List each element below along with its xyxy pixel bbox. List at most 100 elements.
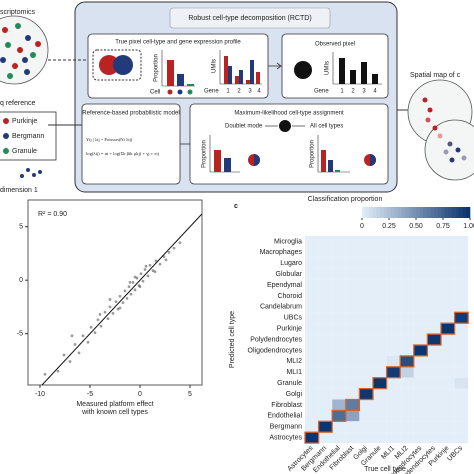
heat-cell bbox=[373, 377, 387, 389]
heat-cell bbox=[441, 301, 455, 313]
heat-cell bbox=[345, 421, 360, 433]
heat-cell bbox=[305, 301, 319, 313]
heat-cell bbox=[386, 257, 401, 269]
point bbox=[111, 311, 115, 315]
heat-cell bbox=[345, 432, 360, 444]
heat-cell bbox=[345, 377, 360, 389]
heat-cell bbox=[305, 388, 319, 400]
heat-cell bbox=[454, 290, 469, 302]
heat-cell bbox=[318, 334, 333, 345]
heat-cell bbox=[332, 246, 346, 258]
heat-cell bbox=[427, 355, 441, 367]
row-label: Oligodendrocytes bbox=[248, 347, 303, 354]
heat-cell bbox=[373, 257, 387, 269]
axis-label: Proportion bbox=[310, 140, 316, 168]
heat-cell bbox=[345, 279, 360, 291]
colorbar-slice bbox=[387, 207, 392, 218]
heat-cell bbox=[359, 399, 373, 411]
box-title: Reference-based probabilistic model bbox=[82, 111, 179, 117]
heat-cell bbox=[305, 334, 319, 345]
heat-cell bbox=[318, 312, 333, 324]
heat-cell bbox=[454, 268, 469, 280]
heat-cell bbox=[332, 366, 346, 378]
box-title: True pixel cell-type and gene expression… bbox=[115, 40, 241, 46]
spatial-panel: Spatial map of c bbox=[407, 72, 474, 181]
heat-cell bbox=[332, 399, 346, 411]
point bbox=[56, 369, 60, 373]
heat-cell bbox=[441, 432, 455, 444]
point bbox=[148, 263, 152, 267]
point bbox=[137, 284, 141, 287]
heat-cell bbox=[386, 366, 401, 378]
heat-cell bbox=[400, 236, 414, 247]
row-label: Choroid bbox=[277, 293, 302, 300]
colorbar-slice bbox=[434, 207, 438, 218]
row-label: Globular bbox=[276, 271, 303, 278]
heat-cell bbox=[332, 421, 346, 433]
axis-label: Gene bbox=[204, 89, 219, 95]
heat-cell bbox=[413, 268, 428, 280]
heat-cell bbox=[454, 334, 469, 345]
heat-cell bbox=[345, 257, 360, 269]
legend-label: Granule bbox=[12, 148, 37, 155]
heat-cell bbox=[386, 432, 401, 444]
heat-cell bbox=[373, 279, 387, 291]
heat-cell bbox=[441, 334, 455, 345]
row-label: Bergmann bbox=[270, 424, 302, 431]
heat-cell bbox=[318, 421, 333, 433]
heat-cell bbox=[305, 236, 319, 247]
heat-cell bbox=[400, 388, 414, 400]
heat-cell bbox=[386, 301, 401, 313]
row-label: Golgi bbox=[286, 391, 303, 398]
point bbox=[108, 305, 112, 309]
heat-cell bbox=[413, 399, 428, 411]
heat-cell bbox=[441, 366, 455, 378]
diagonal-outline bbox=[413, 344, 429, 357]
point bbox=[146, 274, 150, 278]
plot-frame bbox=[27, 199, 203, 386]
heat-cell bbox=[332, 301, 346, 313]
heat-cell bbox=[441, 290, 455, 302]
diagonal-outline bbox=[453, 311, 469, 324]
point bbox=[96, 318, 100, 322]
gene-label: 4 bbox=[257, 89, 261, 95]
gene-label: 2 bbox=[237, 89, 241, 95]
point bbox=[131, 280, 135, 284]
heat-cell bbox=[427, 323, 441, 335]
diagonal-outline bbox=[317, 420, 333, 433]
point bbox=[81, 334, 85, 338]
heat-cell bbox=[373, 290, 387, 302]
point bbox=[77, 351, 81, 355]
row-label: Macrophages bbox=[260, 249, 303, 256]
heat-cell bbox=[318, 345, 333, 356]
point bbox=[164, 258, 168, 262]
heat-cell bbox=[318, 388, 333, 400]
heat-cell bbox=[332, 377, 346, 389]
heat-cell bbox=[454, 279, 469, 291]
colorbar-slice bbox=[430, 207, 435, 218]
diagonal-outline bbox=[385, 366, 401, 379]
gene-label: 3 bbox=[362, 89, 366, 95]
heat-cell bbox=[454, 257, 469, 269]
heat-cell bbox=[413, 246, 428, 258]
heat-cell bbox=[454, 421, 469, 433]
colorbar-tick-label: 0.25 bbox=[382, 223, 396, 230]
heat-cell bbox=[386, 421, 401, 433]
heat-cell bbox=[427, 399, 441, 411]
heat-cell bbox=[454, 246, 469, 258]
heat-cell bbox=[318, 301, 333, 313]
diagonal-outline bbox=[345, 398, 361, 412]
col-label: MLI1 bbox=[380, 445, 396, 461]
heat-cell bbox=[427, 257, 441, 269]
heat-cell bbox=[305, 410, 319, 422]
heat-cell bbox=[441, 323, 455, 335]
heat-cell bbox=[305, 268, 319, 280]
heat-cell bbox=[318, 366, 333, 378]
colorbar-tick-label: 0.75 bbox=[436, 223, 450, 230]
heat-cell bbox=[413, 312, 428, 324]
heat-cell bbox=[427, 334, 441, 345]
heat-cell bbox=[454, 301, 469, 313]
diagonal-outline bbox=[440, 322, 456, 335]
x-tick-label: -10 bbox=[35, 391, 45, 398]
heat-cell bbox=[318, 236, 333, 247]
